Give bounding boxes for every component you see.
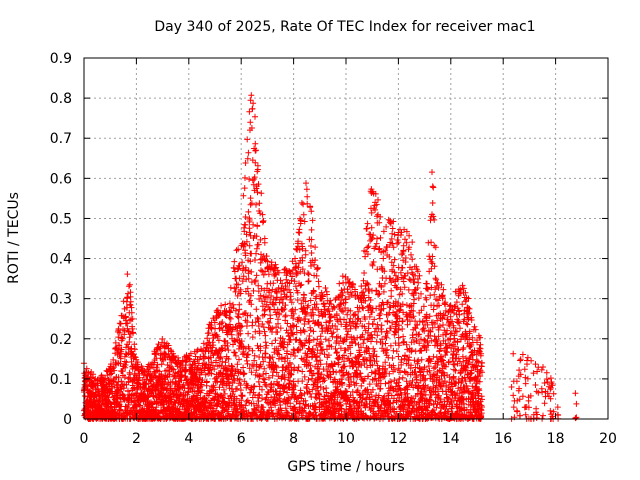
x-tick-label: 12 xyxy=(389,431,407,447)
y-tick-label: 0.3 xyxy=(50,292,72,308)
x-tick-label: 8 xyxy=(289,431,298,447)
y-tick-label: 0.1 xyxy=(50,372,72,388)
y-tick-label: 0.6 xyxy=(50,171,72,187)
x-tick-label: 10 xyxy=(337,431,355,447)
x-tick-label: 6 xyxy=(237,431,246,447)
y-tick-label: 0.7 xyxy=(50,131,72,147)
x-tick-label: 14 xyxy=(442,431,460,447)
x-tick-label: 0 xyxy=(80,431,89,447)
y-tick-label: 0.9 xyxy=(50,51,72,67)
y-tick-label: 0.4 xyxy=(50,252,72,268)
x-tick-label: 4 xyxy=(184,431,193,447)
y-tick-label: 0.8 xyxy=(50,91,72,107)
y-axis-label: ROTI / TECUs xyxy=(6,192,22,284)
y-axis-ticks: 0 0.1 0.2 0.3 0.4 0.5 0.6 0.7 0.8 0.9 xyxy=(50,51,608,428)
x-tick-label: 2 xyxy=(132,431,141,447)
chart-title: Day 340 of 2025, Rate Of TEC Index for r… xyxy=(154,19,535,35)
x-tick-label: 20 xyxy=(599,431,617,447)
x-tick-label: 18 xyxy=(547,431,565,447)
x-axis-label: GPS time / hours xyxy=(287,459,404,475)
y-tick-label: 0.5 xyxy=(50,211,72,227)
x-axis-ticks: 0 2 4 6 8 10 12 14 16 18 20 xyxy=(80,58,617,447)
x-tick-label: 16 xyxy=(494,431,512,447)
y-tick-label: 0 xyxy=(63,412,72,428)
y-tick-label: 0.2 xyxy=(50,332,72,348)
